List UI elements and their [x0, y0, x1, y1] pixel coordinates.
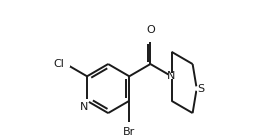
Text: N: N — [79, 102, 88, 112]
Bar — [123, 124, 136, 130]
Text: Br: Br — [123, 127, 135, 137]
Text: O: O — [146, 25, 155, 35]
Bar — [147, 32, 154, 38]
Bar — [80, 104, 87, 110]
Text: S: S — [197, 83, 204, 94]
Bar — [197, 86, 204, 91]
Text: Cl: Cl — [53, 59, 64, 69]
Bar — [57, 61, 70, 67]
Bar — [168, 73, 175, 79]
Text: N: N — [167, 71, 176, 81]
